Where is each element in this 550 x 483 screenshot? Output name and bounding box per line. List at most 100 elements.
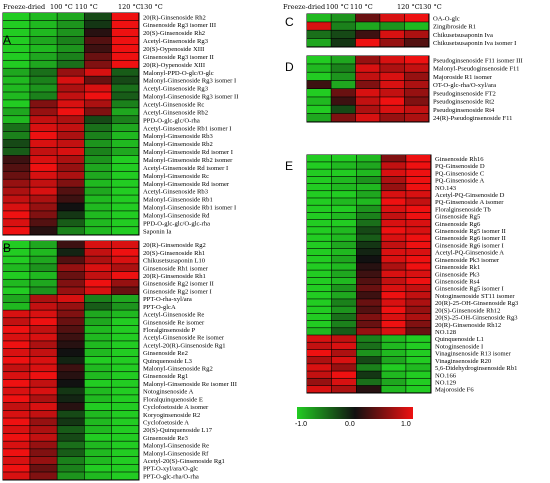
heatmap-cell-b-r14-c0 <box>3 348 30 357</box>
heatmap-cell-b-r5-c4 <box>111 279 139 287</box>
heatmap-cell-a-r0-c0 <box>3 13 30 21</box>
row-label-b-16: Malonyl-Ginsenoside Rg2 <box>143 366 213 373</box>
heatmap-cell-e-r6-c4 <box>406 198 431 205</box>
heatmap-cell-e-r24-c2 <box>356 328 381 335</box>
row-label-e-10: Ginsenoside Rg5 isomer II <box>435 228 506 235</box>
heatmap-cell-b-r29-c2 <box>57 464 84 472</box>
heatmap-cell-e-r9-c1 <box>331 219 356 227</box>
heatmap-cell-c-r1-c3 <box>380 22 404 30</box>
row-label-e-11: Ginsenoside Rg6 isomer II <box>435 235 506 242</box>
heatmap-cell-a-r6-c3 <box>84 60 112 68</box>
row-label-a-1: Ginsenoside Rg3 isomer III <box>143 22 216 29</box>
row-label-a-7: Malonyl-PPD-O-glc/O-glc <box>143 70 214 77</box>
heatmap-cell-b-r26-c2 <box>57 441 84 449</box>
heatmap-cell-a-r3-c4 <box>111 36 139 45</box>
row-label-b-11: Floralginsenoside P <box>143 327 196 334</box>
heatmap-cell-d-r7-c2 <box>355 113 380 122</box>
heatmap-cell-a-r15-c2 <box>57 131 84 140</box>
heatmap-cell-b-r3-c1 <box>30 264 57 272</box>
heatmap-cell-b-r9-c3 <box>84 310 112 318</box>
heatmap-cell-b-r4-c0 <box>3 271 30 279</box>
row-label-a-3: Acetyl-Ginsenoside Rg3 <box>143 38 209 45</box>
heatmap-cell-e-r32-c2 <box>356 385 381 393</box>
heatmap-cell-b-r11-c0 <box>3 325 30 333</box>
heatmap-cell-e-r13-c0 <box>307 248 332 256</box>
heatmap-cell-b-r1-c4 <box>111 248 139 256</box>
heatmap-cell-b-r16-c0 <box>3 364 30 372</box>
row-label-a-18: Malonyl-Ginsenoside Rb2 isomer <box>143 157 233 164</box>
heatmap-cell-a-r26-c2 <box>57 219 84 227</box>
row-label-b-15: Quinquenoside L3 <box>143 358 193 365</box>
heatmap-cell-a-r3-c3 <box>84 36 112 45</box>
heatmap-cell-e-r29-c0 <box>307 364 332 371</box>
heatmap-cell-a-r26-c3 <box>84 219 112 227</box>
heatmap-cell-e-r30-c3 <box>381 371 406 378</box>
row-label-b-28: Acetyl-20(S)-Ginsenoside Rg1 <box>143 458 225 465</box>
heatmap-cell-a-r15-c4 <box>111 131 139 140</box>
row-label-e-31: NO.129 <box>435 379 457 386</box>
heatmap-cell-c-r2-c2 <box>355 30 380 39</box>
row-label-e-15: Ginsenoside Rk1 <box>435 264 480 271</box>
heatmap-cell-d-r5-c0 <box>307 97 331 105</box>
heatmap-cell-a-r14-c4 <box>111 124 139 132</box>
heatmap-cell-e-r20-c3 <box>381 299 406 306</box>
heatmap-cell-b-r6-c2 <box>57 287 84 295</box>
heatmap-cell-a-r8-c2 <box>57 76 84 84</box>
heatmap-cell-a-r12-c2 <box>57 108 84 116</box>
heatmap-cell-b-r11-c1 <box>30 325 57 333</box>
heatmap-cell-a-r27-c1 <box>30 227 57 235</box>
heatmap-cell-e-r4-c2 <box>356 183 381 191</box>
row-label-b-5: Ginsenoside Rg2 isomer II <box>143 281 214 288</box>
row-label-b-27: Malonyl-Ginsenoside Rf <box>143 450 209 457</box>
heatmap-cell-a-r18-c2 <box>57 155 84 164</box>
row-label-a-4: 20(S)-Oypenoside XIII <box>143 46 204 53</box>
heatmap-cell-b-r22-c1 <box>30 410 57 418</box>
heatmap-cell-e-r31-c2 <box>356 378 381 386</box>
heatmap-cell-b-r23-c0 <box>3 418 30 426</box>
heatmap-cell-b-r7-c2 <box>57 294 84 303</box>
heatmap-cell-a-r11-c2 <box>57 100 84 108</box>
heatmap-cell-a-r10-c0 <box>3 92 30 100</box>
heatmap-cell-e-r2-c1 <box>331 169 356 177</box>
row-label-a-13: PPD-O-glc-glc/O-rha <box>143 117 200 124</box>
row-label-e-23: 20(R)-Ginsenoside Rh12 <box>435 322 501 329</box>
heatmap-cell-e-r32-c0 <box>307 385 332 393</box>
heatmap-cell-a-r17-c0 <box>3 147 30 156</box>
row-label-b-7: PPT-O-rha-xyl/ara <box>143 296 192 303</box>
heatmap-cell-d-r6-c1 <box>331 105 356 114</box>
heatmap-cell-a-r24-c1 <box>30 203 57 211</box>
heatmap-cell-a-r20-c2 <box>57 171 84 179</box>
heatmap-cell-e-r29-c1 <box>331 364 356 371</box>
heatmap-cell-b-r20-c2 <box>57 395 84 403</box>
heatmap-cell-a-r26-c0 <box>3 219 30 227</box>
row-label-e-14: Ginsenoside Pk3 isomer <box>435 257 500 264</box>
heatmap-cell-b-r17-c0 <box>3 372 30 380</box>
heatmap-cell-b-r12-c4 <box>111 333 139 341</box>
heatmap-cell-e-r2-c0 <box>307 169 332 177</box>
heatmap-cell-e-r29-c2 <box>356 364 381 371</box>
row-label-a-11: Acetyl-Ginsenoside Rc <box>143 101 204 108</box>
heatmap-cell-a-r6-c1 <box>30 60 57 68</box>
heatmap-cell-e-r6-c3 <box>381 198 406 205</box>
heatmap-cell-e-r13-c2 <box>356 248 381 256</box>
heatmap-cell-e-r2-c2 <box>356 169 381 177</box>
heatmap-cell-e-r5-c0 <box>307 191 332 198</box>
heatmap-cell-b-r16-c2 <box>57 364 84 372</box>
heatmap-cell-a-r27-c0 <box>3 227 30 235</box>
heatmap-cell-b-r10-c2 <box>57 318 84 326</box>
heatmap-cell-b-r14-c3 <box>84 348 112 357</box>
heatmap-cell-e-r30-c1 <box>331 371 356 378</box>
col-header-130c-c: 130 °C <box>419 3 442 11</box>
col-header-freeze-dried: Freeze-dried <box>3 3 46 11</box>
heatmap-cell-a-r7-c4 <box>111 68 139 76</box>
heatmap-cell-e-r31-c0 <box>307 378 332 386</box>
heatmap-cell-a-r3-c2 <box>57 36 84 45</box>
heatmap-cell-d-r2-c0 <box>307 72 331 81</box>
heatmap-cell-a-r5-c4 <box>111 52 139 60</box>
heatmap-cell-e-r0-c4 <box>406 155 431 162</box>
heatmap-cell-b-r12-c1 <box>30 333 57 341</box>
row-label-b-2: Chikusetsusaponin L10 <box>143 258 206 265</box>
heatmap-cell-b-r11-c2 <box>57 325 84 333</box>
row-label-e-8: Ginsenoside Rg5 <box>435 214 481 221</box>
heatmap-cell-e-r24-c0 <box>307 328 332 335</box>
